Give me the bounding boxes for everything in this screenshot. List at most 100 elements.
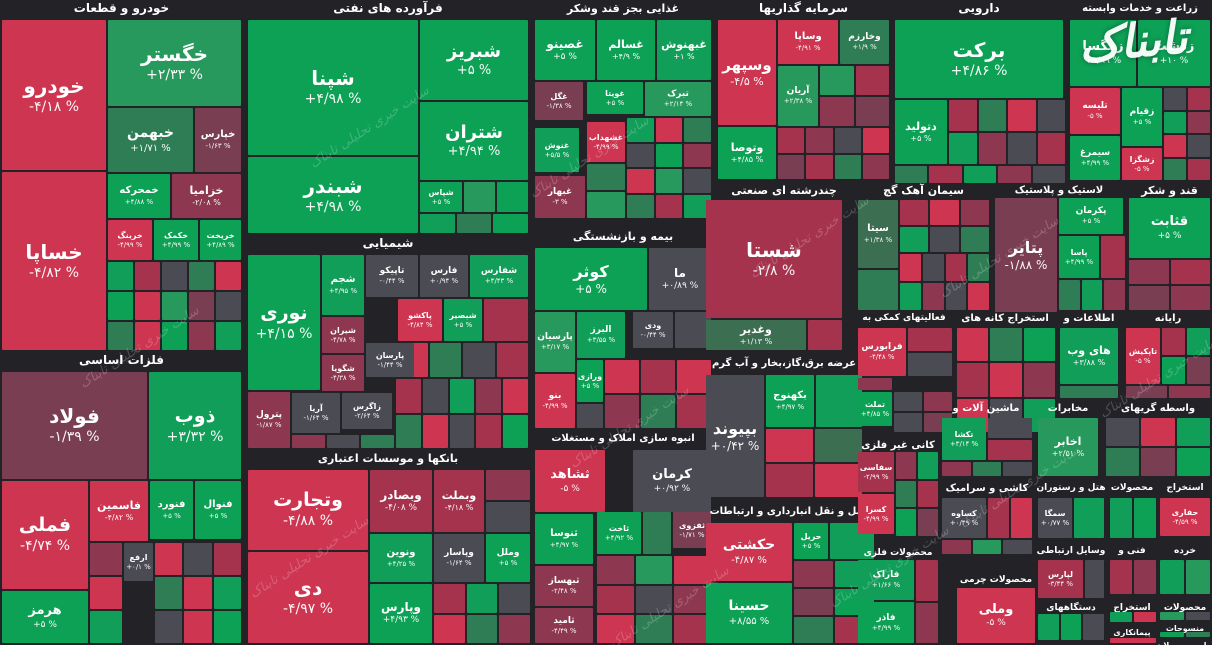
- treemap-minor-tile[interactable]: [577, 404, 603, 428]
- treemap-minor-tile[interactable]: [894, 392, 922, 411]
- treemap-minor-tile[interactable]: [677, 360, 711, 393]
- treemap-minor-tile[interactable]: [945, 254, 967, 281]
- treemap-tile-پاکشو[interactable]: پاکشو -۴/۸۴ %: [398, 299, 442, 341]
- treemap-minor-tile[interactable]: [449, 379, 475, 413]
- treemap-minor-tile[interactable]: [990, 363, 1022, 397]
- treemap-minor-tile[interactable]: [655, 118, 683, 142]
- treemap-tile-زاگرس[interactable]: زاگرس -۲/۶۴ %: [342, 393, 392, 429]
- treemap-tile-های وب[interactable]: های وب +۳/۸۸ %: [1060, 328, 1118, 384]
- treemap-minor-tile[interactable]: [858, 270, 898, 310]
- treemap-minor-tile[interactable]: [1083, 614, 1104, 640]
- treemap-minor-tile[interactable]: [808, 320, 842, 350]
- treemap-minor-tile[interactable]: [135, 292, 160, 320]
- treemap-tile-پاسا[interactable]: پاسا +۴/۹۹ %: [1059, 236, 1099, 278]
- treemap-minor-tile[interactable]: [135, 262, 160, 290]
- treemap-tile-ارفع[interactable]: ارفع +۰/۱ %: [124, 543, 153, 581]
- treemap-minor-tile[interactable]: [1060, 386, 1118, 398]
- treemap-minor-tile[interactable]: [635, 556, 673, 584]
- treemap-minor-tile[interactable]: [605, 360, 639, 393]
- treemap-minor-tile[interactable]: [635, 585, 673, 614]
- treemap-tile-بنو[interactable]: بنو -۴/۹۹ %: [535, 374, 575, 428]
- treemap-minor-tile[interactable]: [1129, 260, 1169, 284]
- treemap-minor-tile[interactable]: [466, 614, 498, 643]
- treemap-minor-tile[interactable]: [476, 414, 502, 448]
- treemap-minor-tile[interactable]: [587, 192, 625, 218]
- treemap-tile-لپارس[interactable]: لپارس -۳/۴۴ %: [1038, 560, 1083, 598]
- treemap-minor-tile[interactable]: [963, 166, 997, 183]
- treemap-minor-tile[interactable]: [108, 262, 133, 290]
- treemap-tile-وغدیر[interactable]: وغدیر +۱/۱۳ %: [706, 320, 806, 350]
- treemap-tile-شبریز[interactable]: شبریز +۵ %: [420, 20, 528, 100]
- treemap-minor-tile[interactable]: [1003, 540, 1032, 554]
- treemap-minor-tile[interactable]: [900, 254, 921, 281]
- treemap-minor-tile[interactable]: [597, 585, 634, 614]
- treemap-minor-tile[interactable]: [162, 262, 187, 290]
- treemap-minor-tile[interactable]: [497, 182, 528, 212]
- treemap-tile-خمحرکه[interactable]: خمحرکه +۴/۸۸ %: [108, 174, 170, 218]
- treemap-minor-tile[interactable]: [1160, 612, 1184, 620]
- treemap-tile-کوثر[interactable]: کوثر +۵ %: [535, 248, 647, 310]
- treemap-tile-تاپکیش[interactable]: تاپکیش -۵ %: [1126, 328, 1160, 384]
- treemap-tile-وملی[interactable]: وملی -۵ %: [957, 588, 1035, 643]
- treemap-tile-هرمز[interactable]: هرمز +۵ %: [2, 591, 88, 643]
- treemap-minor-tile[interactable]: [945, 283, 967, 310]
- treemap-minor-tile[interactable]: [1110, 560, 1132, 594]
- treemap-minor-tile[interactable]: [922, 283, 944, 310]
- treemap-tile-ثشاهد[interactable]: ثشاهد -۵ %: [535, 450, 605, 512]
- treemap-minor-tile[interactable]: [1169, 386, 1210, 398]
- treemap-minor-tile[interactable]: [493, 214, 528, 233]
- treemap-minor-tile[interactable]: [988, 418, 1032, 438]
- treemap-tile-ثبهساز[interactable]: ثبهساز -۲/۴۸ %: [535, 566, 593, 606]
- treemap-tile-زدشت[interactable]: زدشت +۱۰ %: [1138, 20, 1210, 86]
- treemap-tile-خبهمن[interactable]: خبهمن +۱/۷۱ %: [108, 108, 193, 172]
- treemap-minor-tile[interactable]: [1164, 88, 1186, 110]
- treemap-tile-پارسان[interactable]: پارسان -۱/۴۴ %: [366, 343, 414, 377]
- treemap-tile-پکرمان[interactable]: پکرمان +۵ %: [1059, 198, 1123, 234]
- treemap-minor-tile[interactable]: [429, 343, 461, 377]
- treemap-minor-tile[interactable]: [1176, 418, 1210, 446]
- treemap-minor-tile[interactable]: [1141, 418, 1175, 446]
- treemap-tile-بکهنوج[interactable]: بکهنوج +۴/۹۷ %: [766, 375, 814, 427]
- treemap-tile-زقیام[interactable]: زقیام +۵ %: [1122, 88, 1162, 146]
- treemap-tile-اخابر[interactable]: اخابر +۲/۵۱ %: [1038, 418, 1098, 476]
- treemap-tile-شیران[interactable]: شیران -۴/۷۸ %: [322, 317, 364, 353]
- treemap-tile-فنورد[interactable]: فنورد +۵ %: [150, 481, 193, 539]
- treemap-tile-زمگسا[interactable]: زمگسا +۹/۹۹ %: [1070, 20, 1136, 86]
- treemap-tile-سفاسی[interactable]: سفاسی -۲/۹۹ %: [858, 452, 894, 492]
- treemap-minor-tile[interactable]: [184, 543, 212, 575]
- treemap-minor-tile[interactable]: [1110, 612, 1132, 622]
- treemap-tile-ثاخت[interactable]: ثاخت +۴/۹۲ %: [597, 512, 641, 554]
- treemap-tile-شبصیر[interactable]: شبصیر +۵ %: [444, 299, 482, 341]
- treemap-tile-فولاد[interactable]: فولاد -۱/۳۹ %: [2, 372, 147, 479]
- treemap-minor-tile[interactable]: [1023, 328, 1055, 362]
- treemap-tile-غویتا[interactable]: غویتا +۵ %: [587, 82, 643, 114]
- treemap-minor-tile[interactable]: [677, 395, 711, 428]
- treemap-minor-tile[interactable]: [794, 561, 833, 587]
- treemap-minor-tile[interactable]: [957, 328, 989, 362]
- treemap-tile-غبهنوش[interactable]: غبهنوش +۱ %: [657, 20, 711, 80]
- treemap-minor-tile[interactable]: [605, 395, 639, 428]
- treemap-tile-وتوصا[interactable]: وتوصا +۴/۸۵ %: [718, 127, 776, 179]
- treemap-tile-خودرو[interactable]: خودرو -۴/۱۸ %: [2, 20, 106, 170]
- treemap-tile-وخارزم[interactable]: وخارزم +۱/۹ %: [840, 20, 889, 64]
- treemap-minor-tile[interactable]: [1008, 133, 1036, 164]
- treemap-minor-tile[interactable]: [1110, 498, 1132, 538]
- treemap-minor-tile[interactable]: [503, 379, 528, 413]
- treemap-minor-tile[interactable]: [1164, 135, 1186, 157]
- treemap-minor-tile[interactable]: [960, 200, 989, 225]
- treemap-tile-تملت[interactable]: تملت +۴/۸۵ %: [858, 392, 892, 426]
- treemap-tile-ودی[interactable]: ودی -۰/۴۴ %: [633, 312, 673, 348]
- treemap-minor-tile[interactable]: [978, 100, 1006, 131]
- treemap-minor-tile[interactable]: [162, 292, 187, 320]
- treemap-minor-tile[interactable]: [655, 194, 683, 218]
- treemap-minor-tile[interactable]: [908, 353, 952, 376]
- treemap-tile-آریان[interactable]: آریان +۲/۳۸ %: [778, 66, 818, 126]
- treemap-minor-tile[interactable]: [834, 128, 861, 153]
- treemap-minor-tile[interactable]: [627, 143, 654, 167]
- treemap-minor-tile[interactable]: [213, 577, 241, 609]
- treemap-tile-غنوش[interactable]: غنوش +۵/۵ %: [535, 128, 579, 172]
- treemap-minor-tile[interactable]: [216, 262, 241, 290]
- treemap-minor-tile[interactable]: [900, 200, 929, 225]
- treemap-minor-tile[interactable]: [292, 435, 325, 448]
- treemap-minor-tile[interactable]: [806, 154, 833, 179]
